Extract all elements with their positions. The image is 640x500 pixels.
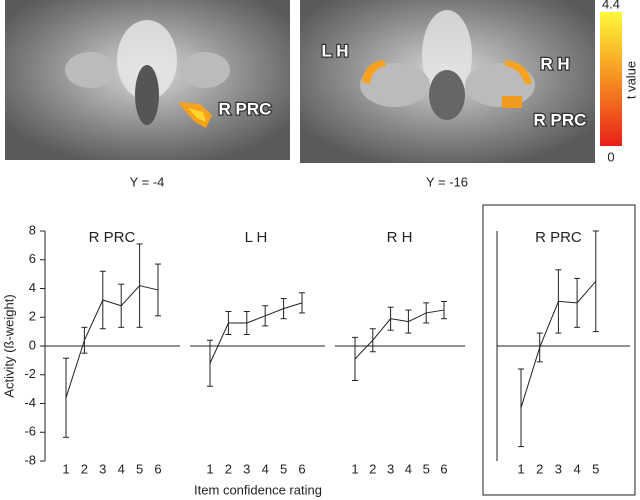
- x-tick-label: 6: [298, 461, 305, 476]
- y-axis-label: Activity (ß-weight): [1, 294, 16, 397]
- brain-image-1: [5, 0, 290, 160]
- panel-title: R PRC: [89, 229, 136, 246]
- x-axis-label: Item confidence rating: [194, 482, 322, 497]
- x-tick-label: 2: [225, 461, 232, 476]
- data-line: [209, 302, 303, 364]
- x-tick-label: 5: [592, 461, 599, 476]
- x-tick-label: 3: [243, 461, 250, 476]
- x-tick-label: 4: [118, 461, 125, 476]
- colorbar-max: 4.4: [602, 0, 620, 11]
- colorbar-label: t value: [623, 61, 638, 99]
- x-tick-label: 2: [81, 461, 88, 476]
- colorbar-min: 0: [607, 149, 614, 164]
- x-tick-label: 2: [369, 461, 376, 476]
- panel-title: L H: [245, 229, 268, 246]
- data-line: [520, 280, 597, 408]
- brain-image-2: [300, 0, 595, 163]
- y-tick-label: 0: [29, 337, 36, 352]
- region-label: R PRC: [219, 99, 272, 118]
- x-tick-label: 1: [62, 461, 69, 476]
- x-tick-label: 4: [573, 461, 580, 476]
- x-tick-label: 3: [99, 461, 106, 476]
- x-tick-label: 3: [555, 461, 562, 476]
- x-tick-label: 4: [405, 461, 412, 476]
- data-line: [354, 309, 445, 360]
- image-caption: Y = -16: [426, 174, 468, 189]
- x-tick-label: 6: [154, 461, 161, 476]
- region-label: R H: [540, 54, 569, 73]
- y-tick-label: 4: [29, 280, 36, 295]
- data-line: [65, 285, 159, 398]
- panel-box: [482, 204, 636, 496]
- x-tick-label: 3: [387, 461, 394, 476]
- x-tick-label: 1: [351, 461, 358, 476]
- x-tick-label: 6: [440, 461, 447, 476]
- y-tick-label: -8: [24, 452, 36, 467]
- x-tick-label: 5: [136, 461, 143, 476]
- image-caption: Y = -4: [130, 174, 165, 189]
- y-tick-label: -2: [24, 366, 36, 381]
- x-tick-label: 2: [536, 461, 543, 476]
- panel-title: R PRC: [535, 229, 582, 246]
- x-tick-label: 5: [423, 461, 430, 476]
- x-tick-label: 4: [262, 461, 269, 476]
- x-tick-label: 1: [517, 461, 524, 476]
- y-tick-label: -6: [24, 424, 36, 439]
- panel-title: R H: [387, 229, 413, 246]
- y-tick-label: 8: [29, 222, 36, 237]
- y-tick-label: -4: [24, 395, 36, 410]
- x-tick-label: 5: [280, 461, 287, 476]
- y-tick-label: 6: [29, 251, 36, 266]
- region-label: R PRC: [534, 110, 587, 129]
- colorbar: 4.4 0 t value: [600, 0, 638, 164]
- x-tick-label: 1: [206, 461, 213, 476]
- region-label: L H: [321, 41, 348, 60]
- colorbar-scale: [600, 12, 622, 146]
- y-tick-label: 2: [29, 309, 36, 324]
